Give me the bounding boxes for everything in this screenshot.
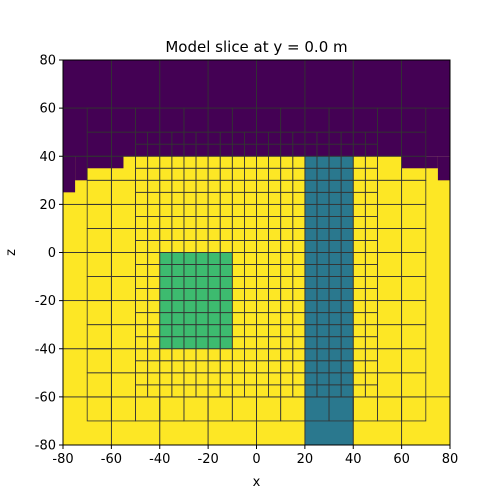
chart-title: Model slice at y = 0.0 m	[165, 38, 347, 56]
region-air-5	[401, 156, 438, 169]
y-tick-label: -80	[35, 439, 56, 454]
y-tick-label: 20	[39, 198, 56, 213]
x-tick-label: 20	[297, 452, 314, 467]
x-tick-label: 40	[345, 452, 362, 467]
region-air-6	[437, 156, 450, 181]
x-tick-label: 60	[393, 452, 410, 467]
x-tick-label: -60	[101, 452, 122, 467]
y-axis-ticks: -80 -60 -40 -20 0 20 40 60 80	[35, 54, 63, 454]
region-air-2	[63, 156, 76, 193]
x-tick-label: 80	[442, 452, 459, 467]
x-axis-label: x	[253, 475, 261, 490]
y-tick-label: 40	[39, 150, 56, 165]
x-tick-label: -80	[52, 452, 73, 467]
x-tick-label: -20	[198, 452, 219, 467]
y-tick-label: -40	[35, 342, 56, 357]
x-tick-label: 0	[252, 452, 260, 467]
y-tick-label: 60	[39, 102, 56, 117]
y-tick-label: -20	[35, 294, 56, 309]
region-air-4	[87, 156, 124, 169]
x-axis-ticks: -80 -60 -40 -20 0 20 40 60 80	[52, 445, 458, 467]
y-tick-label: -60	[35, 390, 56, 405]
x-tick-label: -40	[149, 452, 170, 467]
y-tick-label: 0	[48, 246, 56, 261]
region-air-3	[75, 156, 88, 181]
y-axis-label: z	[4, 249, 19, 256]
y-tick-label: 80	[39, 54, 56, 69]
